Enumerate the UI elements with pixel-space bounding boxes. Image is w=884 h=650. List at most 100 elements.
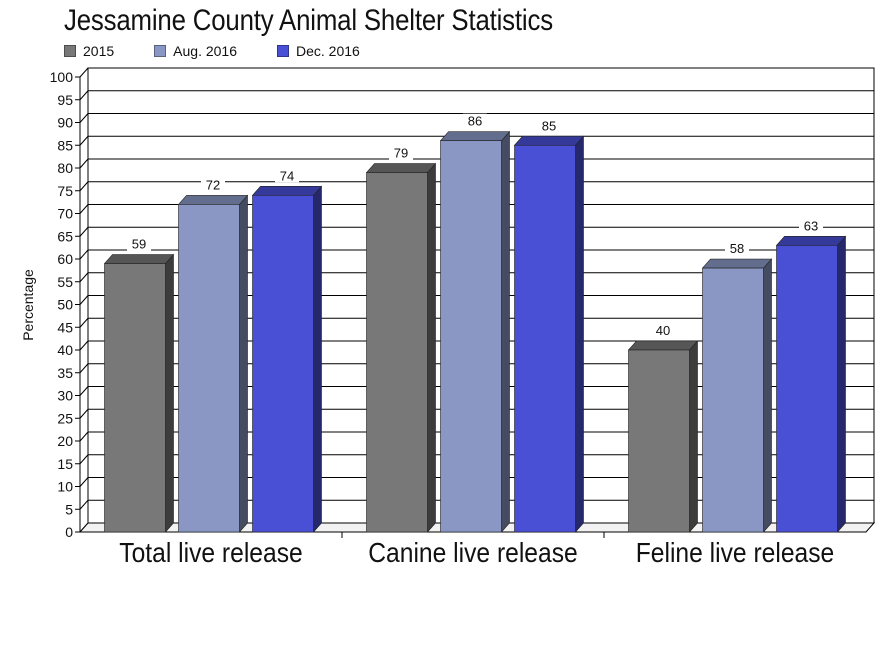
- gridline-depth: [79, 181, 89, 192]
- legend-item: 2015: [64, 43, 114, 59]
- x-tick-label: Total live release: [119, 537, 302, 569]
- data-label: 74: [280, 168, 294, 183]
- gridline-depth: [79, 226, 89, 237]
- legend-swatch: [154, 45, 167, 57]
- gridline-depth: [79, 67, 89, 78]
- y-tick-label: 100: [50, 69, 74, 85]
- data-label-background: [127, 236, 151, 251]
- bar-top: [513, 135, 585, 146]
- data-label: 63: [804, 218, 818, 233]
- bar: [514, 144, 576, 533]
- data-label: 85: [542, 118, 556, 133]
- y-axis-label: Percentage: [20, 269, 36, 341]
- y-tick-label: 40: [57, 342, 73, 358]
- bar-top: [701, 258, 773, 269]
- data-label: 59: [132, 237, 146, 252]
- data-label: 40: [656, 323, 670, 338]
- y-tick-label: 30: [57, 388, 73, 404]
- y-tick-label: 0: [65, 524, 73, 540]
- y-tick-label: 80: [57, 160, 73, 176]
- data-label-background: [651, 323, 675, 337]
- legend-item: Dec. 2016: [277, 43, 360, 59]
- data-label: 58: [730, 241, 744, 256]
- gridline-depth: [79, 363, 89, 374]
- y-tick-label: 20: [57, 433, 73, 449]
- data-label-background: [201, 177, 225, 192]
- data-label-background: [463, 113, 487, 128]
- gridline-depth: [79, 272, 89, 283]
- bar: [252, 195, 314, 533]
- bar: [366, 172, 428, 533]
- gridline-depth: [79, 477, 89, 487]
- y-tick-label: 5: [65, 501, 73, 517]
- data-label-background: [389, 145, 413, 160]
- y-tick-label: 10: [57, 479, 73, 495]
- bar-side: [575, 135, 584, 533]
- gridline-depth: [79, 340, 89, 351]
- y-tick-label: 65: [57, 228, 73, 244]
- bar: [178, 204, 240, 533]
- bar-top: [251, 186, 323, 196]
- gridline-depth: [79, 499, 89, 510]
- data-label-background: [799, 218, 823, 233]
- gridline-depth: [79, 295, 89, 305]
- y-tick-label: 15: [57, 456, 73, 472]
- gridline-depth: [79, 158, 89, 169]
- bar-side: [837, 235, 846, 533]
- y-tick-label: 50: [57, 297, 73, 313]
- legend-label: Dec. 2016: [296, 43, 360, 59]
- chart-title: Jessamine County Animal Shelter Statisti…: [64, 4, 553, 37]
- bar-top: [439, 131, 511, 141]
- y-tick-label: 95: [57, 92, 73, 108]
- bar-top: [627, 340, 699, 351]
- data-label: 72: [206, 177, 220, 192]
- x-tick-label: Canine live release: [368, 537, 577, 569]
- data-label-background: [537, 118, 561, 133]
- legend-item: Aug. 2016: [154, 43, 237, 59]
- gridline-depth: [79, 454, 89, 465]
- y-tick-label: 70: [57, 206, 73, 222]
- x-tick-label: Feline live release: [636, 537, 834, 569]
- bar-side: [689, 340, 698, 533]
- bar-side: [165, 253, 174, 533]
- data-label-background: [275, 168, 299, 183]
- data-label: 86: [468, 114, 482, 129]
- bar-side: [239, 194, 248, 533]
- y-tick-label: 85: [57, 137, 73, 153]
- y-tick-label: 45: [57, 319, 73, 335]
- bar-top: [177, 195, 249, 205]
- y-tick-label: 75: [57, 183, 73, 199]
- bar: [440, 140, 502, 533]
- legend-label: 2015: [83, 43, 115, 59]
- legend-swatch: [277, 45, 289, 57]
- bar-top: [365, 163, 437, 173]
- data-label: 79: [394, 146, 408, 161]
- legend-swatch: [64, 45, 76, 57]
- gridline-depth: [79, 386, 89, 396]
- bar: [104, 263, 166, 533]
- bar: [628, 349, 690, 533]
- legend-label: Aug. 2016: [173, 43, 237, 59]
- gridline-depth: [79, 113, 89, 123]
- gridline-depth: [79, 431, 89, 442]
- bar: [702, 267, 764, 533]
- gridline-depth: [79, 249, 89, 260]
- bar-side: [501, 130, 510, 533]
- y-tick-label: 55: [57, 274, 73, 290]
- y-tick-label: 60: [57, 251, 73, 267]
- data-label-background: [725, 241, 749, 256]
- gridline-depth: [79, 135, 89, 146]
- bar-side: [427, 162, 436, 533]
- bar-side: [763, 258, 772, 533]
- y-tick-label: 35: [57, 365, 73, 381]
- bar: [776, 245, 838, 533]
- gridline-depth: [79, 317, 89, 328]
- gridline-depth: [79, 204, 89, 214]
- gridline-depth: [79, 408, 89, 419]
- bar-top: [103, 254, 175, 264]
- y-tick-label: 25: [57, 410, 73, 426]
- bar-side: [313, 185, 322, 533]
- bar-top: [775, 236, 847, 246]
- gridline-depth: [79, 90, 89, 101]
